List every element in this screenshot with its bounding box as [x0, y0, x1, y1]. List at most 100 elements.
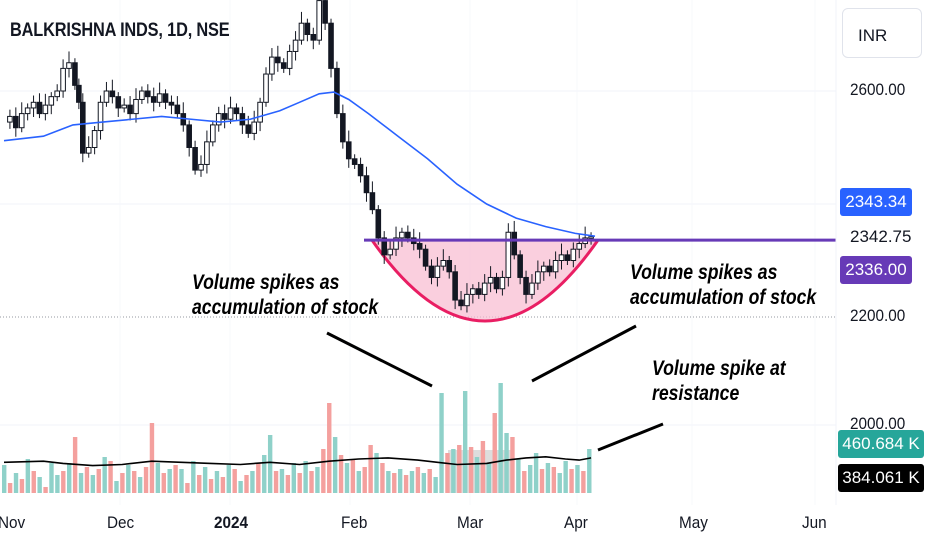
candle-body	[298, 22, 305, 41]
candle-body	[72, 62, 78, 86]
volume-bar	[427, 469, 432, 493]
volume-bars	[2, 383, 592, 493]
candle-body	[292, 39, 299, 52]
volume-bar	[457, 445, 462, 493]
volume-bar	[433, 477, 438, 493]
x-tick-nov: Nov	[0, 513, 26, 532]
volume-bar	[55, 475, 60, 493]
annotation-resistance: Volume spike at resistance	[652, 356, 786, 406]
volume-bar	[468, 447, 474, 493]
candle-body	[505, 231, 512, 278]
candle-body	[168, 101, 175, 106]
candle-body	[540, 265, 547, 273]
volume-bar	[250, 471, 255, 493]
candle-body	[97, 101, 104, 132]
volume-bar	[273, 471, 279, 493]
candle-body	[517, 254, 523, 278]
candle-body	[523, 276, 529, 295]
volume-bar	[179, 469, 184, 493]
candle-body	[422, 248, 429, 267]
candle-body	[446, 260, 453, 273]
annotation-resistance-line2: resistance	[652, 382, 740, 405]
volume-bar	[380, 463, 385, 493]
candle-body	[588, 236, 594, 239]
candle-body	[204, 141, 210, 165]
volume-bar	[220, 477, 226, 493]
annotation-arrows	[326, 0, 837, 505]
arrow-left	[326, 331, 433, 388]
volume-bar	[498, 383, 503, 493]
volume-bar	[439, 393, 444, 493]
volume-bar	[581, 471, 586, 493]
annotation-resistance-line1: Volume spike at	[652, 357, 786, 380]
candle-body	[529, 282, 535, 295]
candle-body	[215, 113, 222, 126]
candle-body	[174, 104, 181, 115]
arrow-resistance	[597, 422, 664, 452]
candle-body	[387, 248, 393, 256]
volume-bar	[279, 469, 285, 493]
candle-body	[24, 107, 31, 115]
volume-bar	[557, 473, 562, 493]
candle-body	[30, 101, 37, 109]
candle-body	[233, 107, 240, 115]
candle-body	[452, 271, 458, 301]
candle-body	[48, 96, 55, 106]
cup-curve	[370, 239, 600, 323]
y-tick-2000: 2000.00	[850, 414, 906, 433]
candle-body	[546, 265, 553, 273]
candle-body	[192, 147, 198, 171]
volume-bar	[344, 463, 350, 493]
volume-bar	[31, 471, 36, 493]
volume-bar	[516, 459, 521, 493]
ma-polyline	[3, 91, 596, 237]
candle-body	[428, 265, 435, 278]
candle-body	[393, 237, 399, 250]
candle-body	[416, 243, 423, 250]
candle-body	[186, 124, 192, 149]
candle-body	[251, 121, 257, 134]
candle-body	[570, 248, 577, 261]
candle-body	[257, 101, 263, 123]
volume-bar	[522, 471, 527, 493]
volume-bar	[527, 465, 533, 493]
volume-bar	[504, 433, 509, 493]
candle-body	[304, 22, 311, 36]
candle-body	[162, 93, 169, 103]
candle-body	[280, 62, 287, 69]
volume-bar	[575, 465, 580, 493]
volume-bar	[108, 461, 113, 493]
volume-bar	[374, 453, 379, 493]
candle-body	[150, 96, 157, 103]
candle-body	[210, 124, 216, 143]
x-tick-feb: Feb	[341, 513, 368, 532]
candle-body	[139, 90, 145, 100]
ma-price-tag: 2343.34	[840, 188, 912, 216]
volume-bar	[185, 483, 190, 493]
volume-bar	[262, 455, 267, 493]
volume-bar	[197, 475, 202, 493]
volume-bar	[226, 465, 231, 493]
volume-bar	[25, 459, 31, 493]
candle-body	[381, 237, 388, 256]
volume-bar	[386, 471, 391, 493]
volume-bar	[173, 465, 178, 493]
candle-body	[109, 90, 116, 98]
candle-body	[121, 104, 127, 109]
candle-body	[511, 231, 518, 256]
candle-body	[322, 0, 328, 24]
candle-body	[464, 293, 470, 307]
volume-bar	[120, 473, 125, 493]
currency-button[interactable]: INR	[842, 8, 922, 58]
candle-body	[103, 90, 110, 103]
y-tick-2200: 2200.00	[850, 306, 906, 325]
volume-bar	[409, 471, 415, 493]
volume-bar	[492, 413, 497, 493]
volume-bar	[267, 435, 273, 493]
candle-body	[470, 288, 476, 295]
volume-bar	[90, 475, 96, 493]
volume-bar	[415, 467, 421, 493]
volume-bar	[37, 477, 42, 493]
volume-bar	[102, 457, 107, 493]
